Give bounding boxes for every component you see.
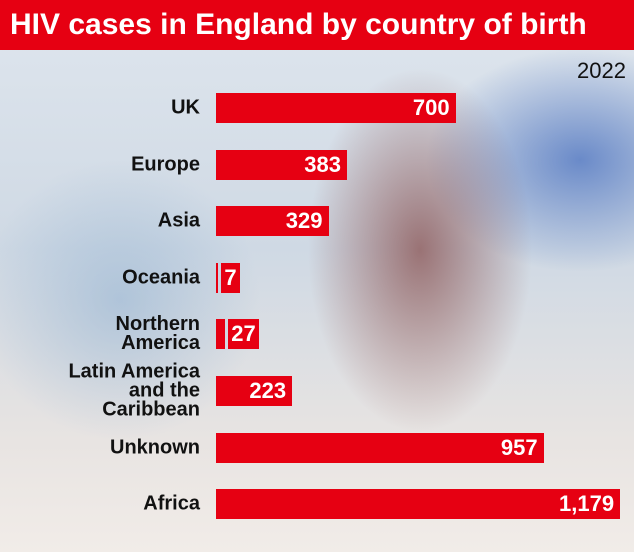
value-label: 383: [304, 151, 341, 177]
bar: [216, 206, 329, 237]
category-label: Africa: [143, 492, 200, 515]
chart-title: HIV cases in England by country of birth: [0, 0, 634, 50]
bar: [216, 149, 348, 180]
value-label: 700: [412, 95, 450, 120]
bar: [216, 319, 226, 350]
value-label: 7: [221, 262, 240, 293]
value-label: 329: [285, 208, 323, 234]
category-label: Unknown: [110, 436, 200, 459]
category-label: Asia: [157, 209, 200, 232]
bar: [216, 489, 620, 520]
category-label: Northern America: [115, 313, 200, 355]
category-label: Oceania: [122, 266, 200, 289]
bar: [216, 93, 456, 123]
bar: [216, 262, 219, 293]
bar: [216, 432, 544, 463]
category-label: Europe: [131, 153, 200, 176]
value-label: 1,179: [559, 491, 615, 517]
bar: [216, 376, 293, 406]
value-label: 27: [228, 319, 259, 350]
value-label: 957: [500, 434, 538, 460]
value-label: 223: [249, 378, 287, 403]
category-label: Latin America and the Caribbean: [68, 360, 200, 421]
chart-subtitle: 2022: [577, 58, 626, 83]
category-label: UK: [171, 96, 200, 119]
